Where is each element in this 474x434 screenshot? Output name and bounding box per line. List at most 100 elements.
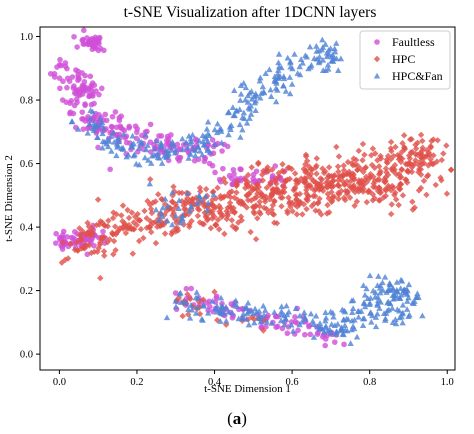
data-point-faultless: [57, 85, 63, 92]
data-point-hpc-fan: [415, 294, 422, 300]
data-point-hpc-fan: [282, 316, 290, 322]
data-point-faultless: [231, 171, 237, 177]
data-point-hpc: [359, 157, 366, 164]
data-point-hpc-fan: [377, 289, 384, 296]
data-point-hpc-fan: [329, 57, 336, 64]
data-point-hpc: [277, 194, 284, 201]
data-point-hpc: [169, 228, 176, 235]
data-point-hpc: [411, 204, 418, 211]
data-point-hpc-fan: [278, 308, 285, 314]
data-point-hpc-fan: [179, 135, 186, 142]
data-point-hpc-fan: [204, 118, 212, 125]
data-point-hpc: [331, 172, 338, 179]
data-point-hpc: [279, 161, 286, 168]
data-point-hpc-fan: [283, 302, 290, 309]
data-point-hpc: [110, 251, 117, 258]
data-point-hpc-fan: [277, 317, 285, 324]
data-point-hpc-fan: [155, 217, 163, 223]
data-point-hpc-fan: [309, 317, 316, 324]
data-point-hpc-fan: [376, 284, 384, 291]
legend-item-faultless: Faultless: [374, 35, 435, 49]
y-tick-label: 1.0: [20, 32, 33, 43]
data-point-hpc-fan: [236, 121, 244, 128]
data-point-hpc: [211, 213, 218, 220]
data-point-hpc: [420, 160, 428, 167]
data-point-faultless: [64, 65, 70, 72]
data-point-hpc-fan: [397, 285, 404, 292]
data-point-hpc-fan: [259, 83, 266, 90]
data-point-faultless: [47, 70, 54, 77]
data-point-hpc-fan: [99, 138, 107, 144]
data-point-hpc: [376, 184, 383, 191]
data-point-hpc-fan: [157, 209, 165, 216]
data-point-hpc-fan: [239, 126, 246, 133]
data-point-hpc-fan: [364, 295, 371, 301]
data-point-hpc: [282, 178, 289, 185]
data-point-hpc-fan: [237, 134, 244, 140]
data-point-faultless: [113, 124, 120, 131]
data-point-faultless: [95, 47, 102, 54]
data-point-hpc-fan: [381, 273, 389, 280]
data-point-hpc-fan: [335, 67, 342, 74]
data-point-hpc: [408, 164, 416, 171]
data-point-hpc-fan: [212, 305, 219, 312]
data-point-hpc: [356, 184, 363, 192]
data-point-hpc-fan: [237, 82, 245, 88]
data-point-hpc-fan: [306, 43, 314, 50]
data-point-hpc: [207, 224, 215, 232]
data-point-hpc-fan: [74, 125, 82, 132]
y-tick-label: 0.8: [20, 96, 33, 107]
data-point-faultless: [68, 97, 75, 104]
data-point-hpc-fan: [301, 309, 308, 315]
data-point-faultless: [126, 125, 132, 131]
data-point-hpc-fan: [152, 206, 160, 213]
data-point-hpc: [144, 197, 151, 205]
data-point-hpc-fan: [237, 97, 244, 103]
data-point-hpc: [93, 221, 100, 229]
data-point-hpc: [231, 194, 238, 201]
data-point-hpc-fan: [313, 43, 320, 49]
data-point-hpc: [66, 240, 74, 248]
legend-marker-hpc: [373, 55, 381, 63]
data-point-hpc-fan: [349, 305, 357, 311]
data-point-hpc-fan: [390, 295, 397, 302]
data-point-hpc: [168, 198, 176, 205]
data-point-hpc-fan: [260, 311, 268, 318]
data-point-hpc-fan: [399, 319, 406, 326]
chart-title: t-SNE Visualization after 1DCNN layers: [124, 4, 377, 21]
data-point-hpc-fan: [150, 151, 158, 158]
data-point-hpc: [86, 242, 93, 249]
data-point-hpc: [382, 186, 389, 193]
data-point-hpc-fan: [386, 300, 394, 306]
data-point-hpc-fan: [266, 66, 273, 73]
data-point-faultless: [207, 303, 213, 310]
data-point-hpc: [425, 149, 432, 156]
data-point-hpc-fan: [113, 152, 120, 159]
data-point-hpc-fan: [340, 316, 348, 323]
figure-caption: (a): [227, 409, 247, 428]
data-point-hpc-fan: [320, 328, 328, 335]
data-point-hpc: [101, 252, 108, 259]
data-point-faultless: [52, 240, 59, 246]
data-point-hpc-fan: [386, 280, 393, 286]
data-point-hpc-fan: [353, 333, 361, 340]
data-point-faultless: [79, 109, 86, 115]
data-point-hpc-fan: [292, 305, 300, 312]
data-point-hpc: [243, 181, 251, 188]
data-point-faultless: [288, 319, 295, 325]
data-point-hpc: [170, 183, 177, 190]
data-point-hpc-fan: [294, 70, 301, 76]
data-point-hpc: [336, 182, 343, 190]
data-point-hpc: [342, 196, 349, 204]
data-point-hpc-fan: [334, 320, 341, 327]
data-point-hpc-fan: [361, 303, 369, 310]
data-point-hpc-fan: [227, 126, 234, 132]
data-point-hpc: [443, 190, 451, 197]
data-point-faultless: [72, 229, 78, 235]
data-point-hpc: [362, 164, 369, 171]
data-point-hpc-fan: [189, 145, 197, 152]
data-point-hpc: [178, 189, 186, 197]
data-point-faultless: [80, 126, 87, 132]
data-point-hpc: [197, 188, 204, 195]
